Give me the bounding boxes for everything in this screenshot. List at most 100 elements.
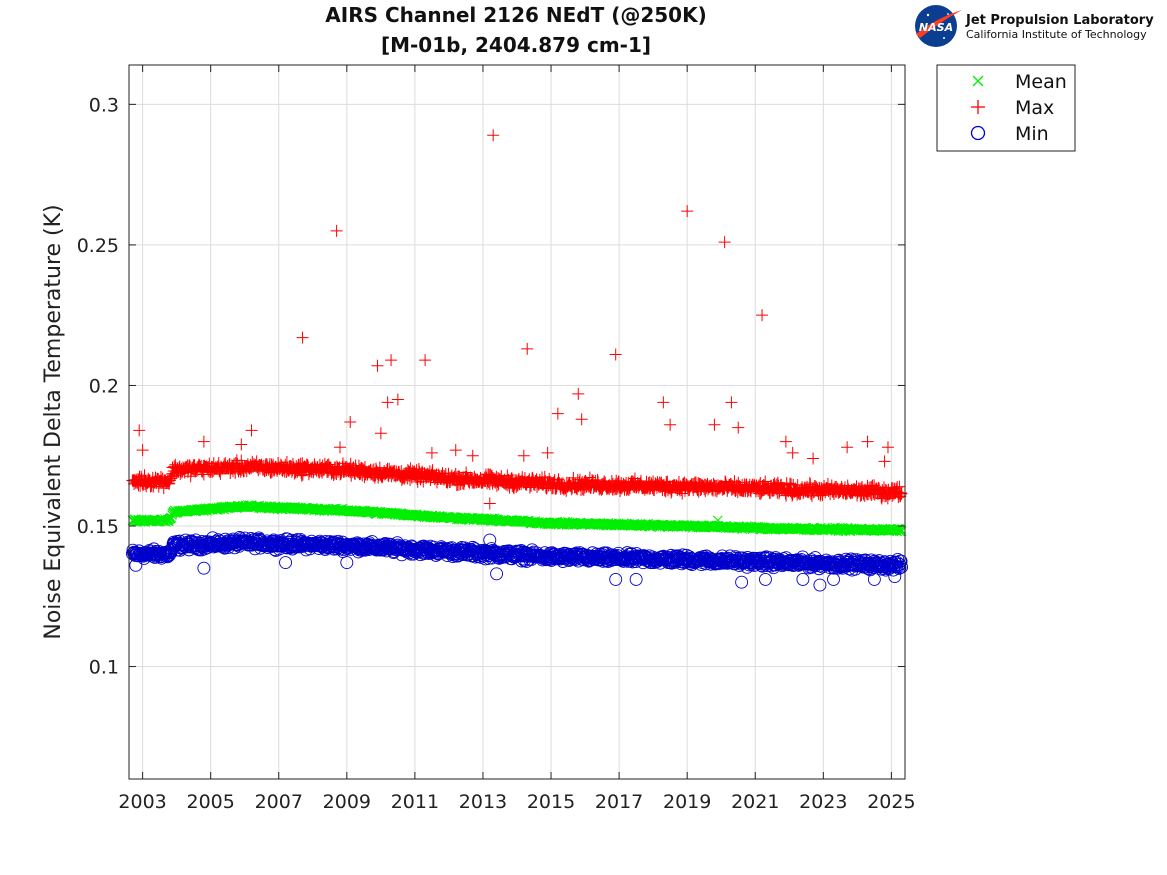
legend-marker-min: [970, 125, 986, 141]
max-point: [162, 475, 175, 488]
max-outlier-8: [344, 416, 357, 428]
y-tick-label-4: 0.3: [89, 94, 119, 116]
legend-label-min: Min: [1015, 123, 1049, 145]
max-outlier-15: [425, 446, 438, 459]
max-point: [610, 474, 623, 487]
max-point: [895, 487, 908, 500]
legend-label-max: Max: [1015, 97, 1054, 119]
min-outlier-6: [609, 572, 623, 586]
x-tick-label-7: 2017: [595, 791, 643, 813]
max-outlier-4: [235, 438, 248, 451]
legend-box: [936, 64, 1076, 152]
x-tick-label-10: 2023: [799, 791, 847, 813]
series-max: [126, 129, 908, 510]
max-outlier-36: [786, 446, 799, 459]
min-outlier-3: [340, 556, 354, 570]
series-min: [125, 530, 909, 592]
max-point: [893, 480, 906, 493]
max-point: [436, 467, 449, 480]
min-point: [891, 552, 905, 566]
max-point: [321, 459, 334, 472]
max-outlier-21: [517, 449, 530, 462]
max-outlier-20: [521, 342, 534, 355]
min-outlier-4: [483, 533, 497, 547]
x-tick-label-6: 2015: [527, 791, 575, 813]
max-outlier-9: [371, 359, 384, 372]
min-outlier-9: [759, 572, 772, 586]
max-outlier-13: [391, 393, 404, 406]
max-outlier-11: [385, 354, 398, 367]
x-tick-label-9: 2021: [731, 791, 779, 813]
max-point: [404, 473, 417, 486]
max-outlier-0: [133, 424, 146, 437]
max-outlier-39: [861, 435, 874, 448]
data-series: [125, 129, 909, 592]
max-outlier-14: [419, 354, 432, 367]
max-outlier-41: [878, 455, 891, 468]
mean-outlier-1: [712, 515, 723, 526]
max-outlier-29: [681, 205, 694, 218]
min-outlier-8: [735, 575, 749, 589]
max-point: [634, 474, 647, 487]
min-outlier-12: [827, 572, 840, 586]
max-outlier-33: [732, 421, 745, 434]
max-outlier-24: [572, 387, 585, 400]
max-outlier-23: [551, 407, 564, 420]
plot-area-frame: [128, 64, 906, 780]
max-outlier-2: [197, 435, 210, 448]
min-point: [894, 554, 908, 568]
max-outlier-3: [245, 424, 258, 437]
max-outlier-27: [657, 396, 670, 409]
max-point: [894, 490, 907, 503]
max-point: [864, 481, 877, 494]
min-outlier-1: [197, 561, 211, 575]
jpl-logo: NASA Jet Propulsion Laboratory Californi…: [915, 5, 1154, 47]
max-outlier-22: [541, 446, 554, 459]
legend-marker-max: [971, 100, 985, 114]
max-point: [162, 477, 175, 490]
max-outlier-32: [725, 396, 738, 409]
chart-title-line-1: AIRS Channel 2126 NEdT (@250K): [325, 3, 706, 27]
max-outlier-38: [841, 441, 854, 454]
max-outlier-17: [466, 449, 479, 462]
max-outlier-37: [807, 452, 820, 465]
x-tick-label-5: 2013: [459, 791, 507, 813]
axis-ticks: 2003 2005 2007 2009 2011 2013 2015 2017 2019 2021…: [77, 65, 916, 813]
max-outlier-35: [779, 435, 792, 448]
max-point: [655, 476, 668, 489]
y-tick-label-3: 0.25: [77, 235, 119, 257]
chart-title-line-2: [M-01b, 2404.879 cm-1]: [381, 33, 651, 57]
x-tick-label-3: 2009: [323, 791, 371, 813]
max-point: [344, 457, 357, 470]
min-outlier-13: [867, 572, 881, 586]
max-point: [163, 477, 176, 490]
jpl-subtitle: California Institute of Technology: [966, 28, 1147, 41]
max-outlier-10: [374, 427, 387, 440]
max-outlier-5: [296, 331, 309, 344]
min-point: [895, 560, 909, 574]
x-tick-label-1: 2005: [187, 791, 235, 813]
legend-marker-mean: [972, 75, 984, 87]
x-tick-label-11: 2025: [867, 791, 915, 813]
min-outlier-5: [490, 567, 504, 581]
max-outlier-34: [756, 309, 769, 322]
max-outlier-28: [664, 418, 677, 431]
nasa-swoosh-icon: [916, 10, 962, 38]
max-outlier-40: [881, 441, 894, 454]
max-outlier-16: [449, 444, 462, 457]
mean-outlier-0: [270, 501, 281, 512]
legend-label-mean: Mean: [1015, 71, 1067, 93]
x-tick-label-8: 2019: [663, 791, 711, 813]
max-point: [803, 476, 816, 489]
max-outlier-31: [718, 236, 731, 249]
legend: Mean Max Min: [936, 64, 1076, 152]
max-outlier-25: [575, 413, 588, 426]
min-outlier-2: [279, 556, 293, 570]
jpl-name: Jet Propulsion Laboratory: [965, 13, 1154, 28]
y-tick-label-0: 0.1: [89, 657, 119, 679]
x-tick-label-4: 2011: [391, 791, 439, 813]
max-outlier-30: [708, 418, 721, 431]
x-tick-label-2: 2007: [255, 791, 303, 813]
min-outlier-10: [796, 572, 810, 586]
y-tick-label-1: 0.15: [77, 516, 119, 538]
